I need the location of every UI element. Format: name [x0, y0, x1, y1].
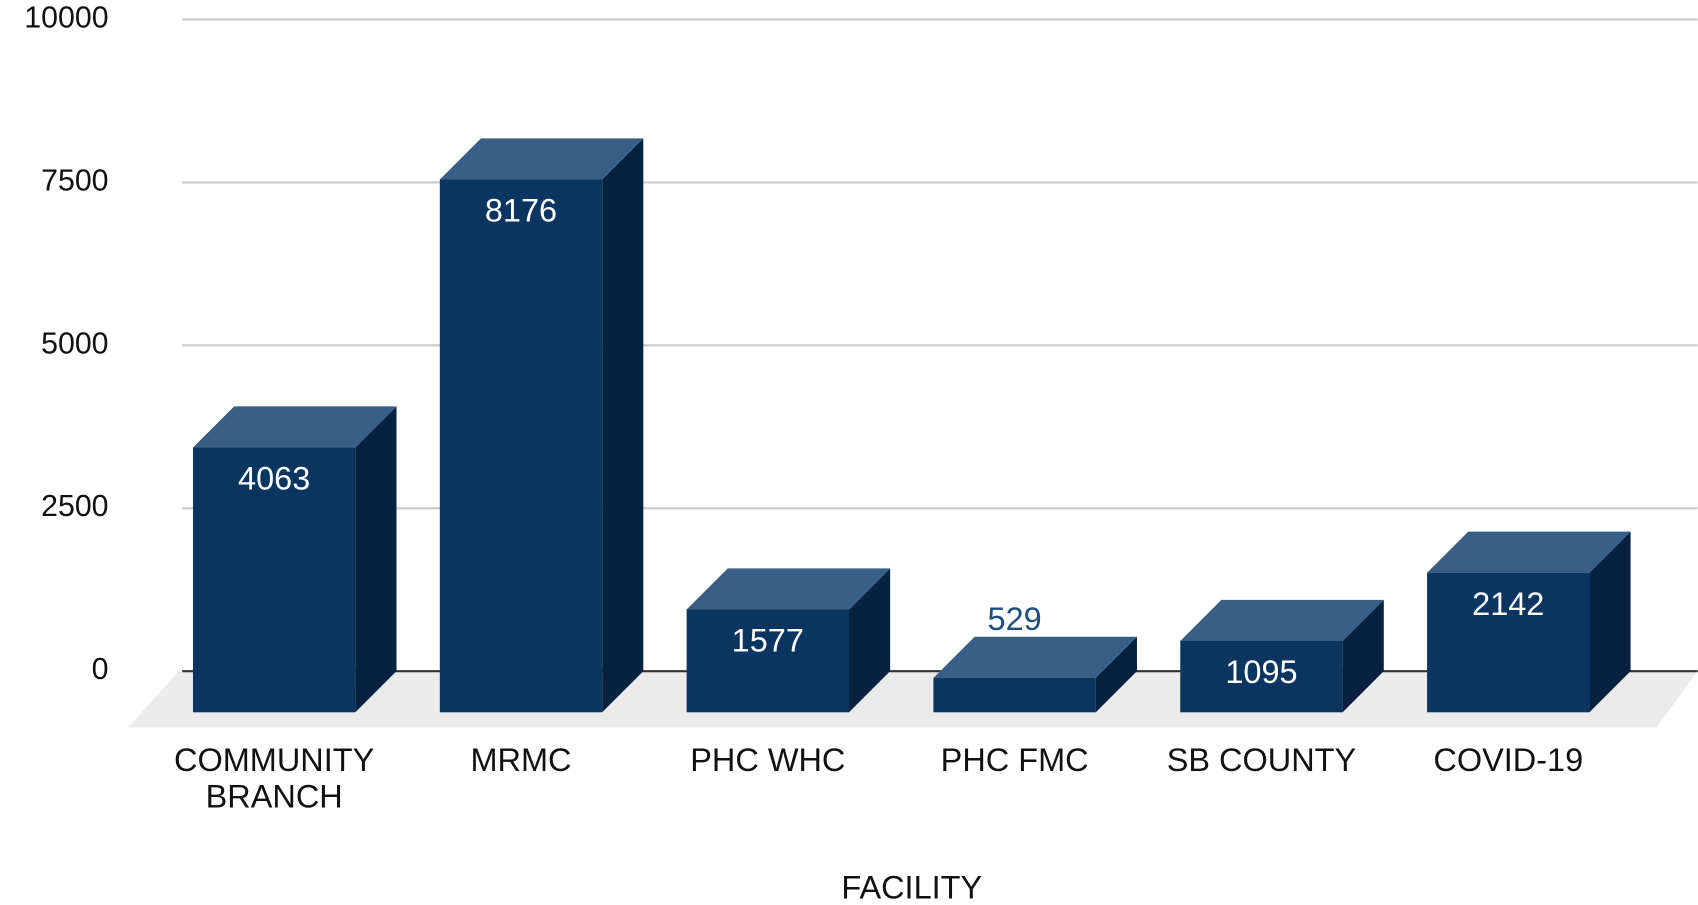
x-tick-label-box: PHC WHC: [690, 742, 846, 779]
x-tick-label: COMMUNITY BRANCH: [174, 742, 375, 816]
x-tick-label-box: COMMUNITY BRANCH: [174, 742, 375, 816]
bar-top: [439, 138, 644, 180]
bar: [439, 179, 603, 713]
bar: [192, 447, 356, 713]
x-tick-label-box: MRMC: [470, 742, 572, 779]
value-label: 1577: [732, 623, 804, 659]
value-label: 529: [988, 601, 1042, 637]
x-axis-title: FACILITY: [841, 869, 982, 905]
bar: [1180, 640, 1343, 713]
bar-side: [1589, 531, 1631, 713]
value-label: 1095: [1225, 654, 1297, 690]
x-tick-label: PHC WHC: [690, 742, 846, 779]
value-label: 4063: [238, 461, 310, 497]
x-tick-label: MRMC: [470, 742, 572, 779]
x-tick-label-box: COVID-19: [1433, 742, 1584, 779]
bar-side: [602, 138, 644, 713]
bar-top: [933, 636, 1137, 678]
y-tick-label: 2500: [41, 490, 108, 523]
bar-top: [1427, 531, 1631, 573]
bar-top: [192, 406, 397, 448]
y-tick-label: 7500: [41, 164, 108, 197]
x-tick-label: COVID-19: [1433, 742, 1584, 779]
x-tick-label-box: PHC FMC: [940, 742, 1089, 779]
value-label: 2142: [1472, 586, 1544, 622]
y-tick-label: 5000: [41, 327, 108, 360]
bar-side: [849, 568, 891, 713]
bar-side: [1342, 599, 1384, 713]
y-tick-label: 10000: [24, 1, 108, 34]
value-label: 8176: [485, 193, 557, 229]
bar: [686, 609, 849, 713]
bar-top: [686, 568, 891, 610]
x-tick-label: SB COUNTY: [1166, 742, 1357, 779]
bar: [933, 677, 1096, 713]
x-tick-label: PHC FMC: [940, 742, 1089, 779]
bar-side: [355, 406, 397, 713]
x-tick-label-box: SB COUNTY: [1166, 742, 1357, 779]
bar: [1427, 572, 1590, 713]
y-tick-label: 0: [92, 653, 109, 686]
bar-side: [1095, 636, 1137, 713]
bar-top: [1180, 599, 1384, 641]
